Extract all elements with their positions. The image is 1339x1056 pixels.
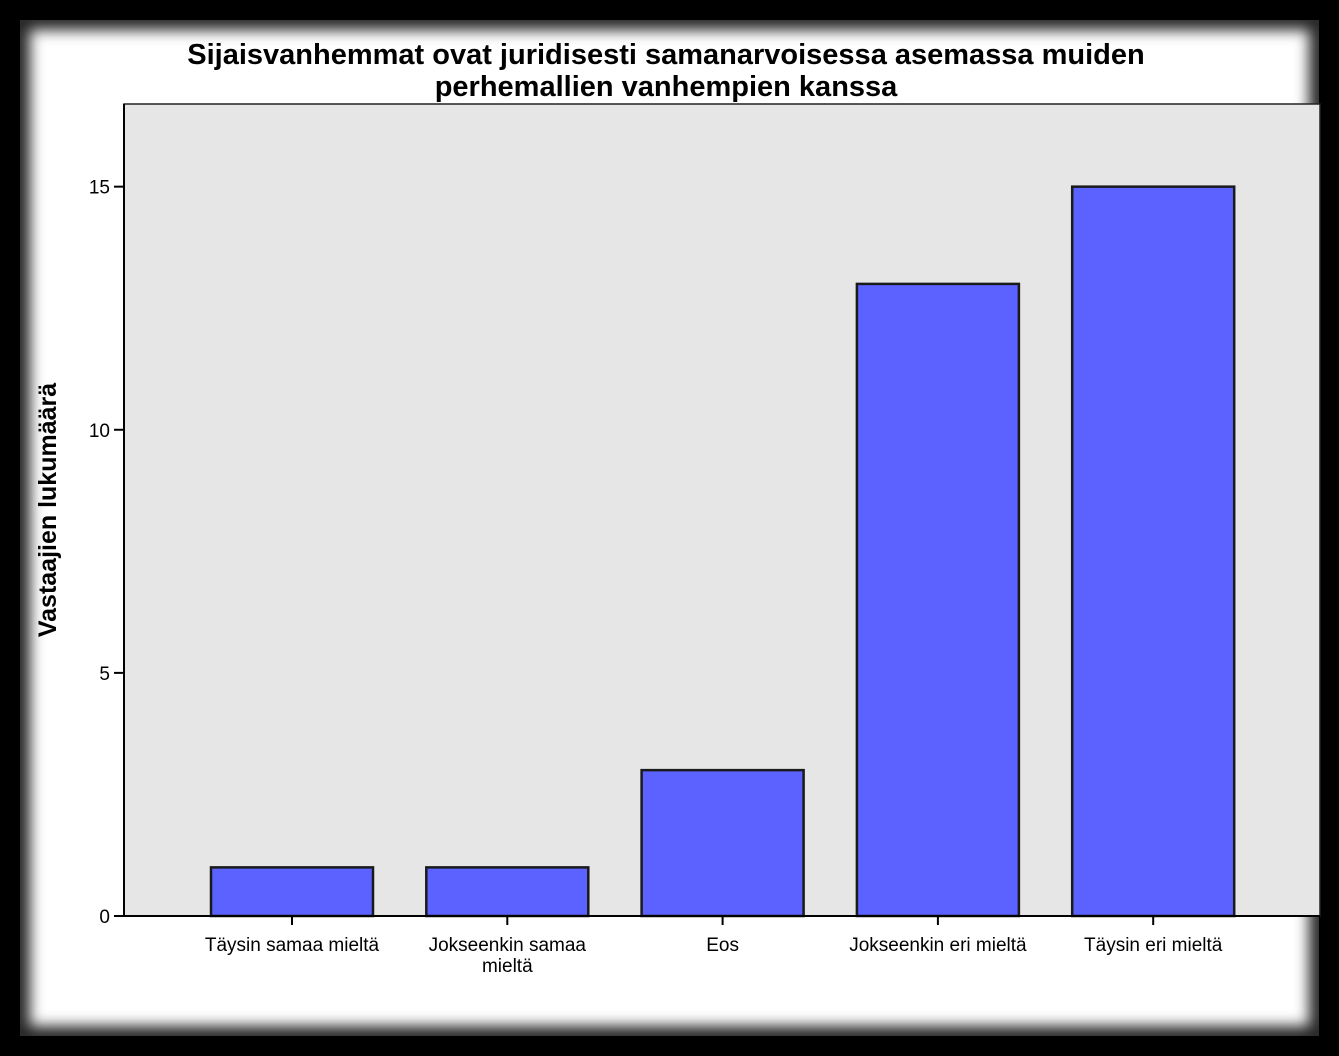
x-tick-label: Täysin samaa mieltä — [205, 935, 380, 956]
y-tick-label: 15 — [89, 178, 110, 199]
bar — [640, 768, 805, 918]
bar — [425, 866, 590, 918]
bar — [209, 866, 375, 918]
x-tick-label: Täysin eri mieltä — [1084, 935, 1223, 956]
x-tick-label: Jokseenkin eri mieltä — [849, 935, 1027, 956]
bars — [209, 185, 1236, 918]
chart-title: Sijaisvanhemmat ovat juridisesti samanar… — [187, 39, 1144, 103]
bar — [1070, 185, 1236, 918]
y-axis: 0 5 10 15 — [89, 104, 125, 928]
x-axis: Täysin samaa mieltä Jokseenkin samaamielt… — [124, 915, 1320, 977]
y-tick-label: 0 — [99, 907, 110, 928]
y-tick-label: 10 — [89, 421, 110, 442]
chart-title-line: Sijaisvanhemmat ovat juridisesti samanar… — [187, 39, 1144, 71]
chart-title-line: perhemallien vanhempien kanssa — [435, 71, 898, 103]
y-axis-label: Vastaajien lukumäärä — [34, 383, 62, 637]
y-tick-label: 5 — [99, 664, 110, 685]
x-tick-label: mieltä — [482, 956, 533, 977]
x-tick-label: Jokseenkin samaa — [429, 935, 587, 956]
bar — [855, 282, 1021, 918]
x-tick-label: Eos — [706, 935, 739, 956]
